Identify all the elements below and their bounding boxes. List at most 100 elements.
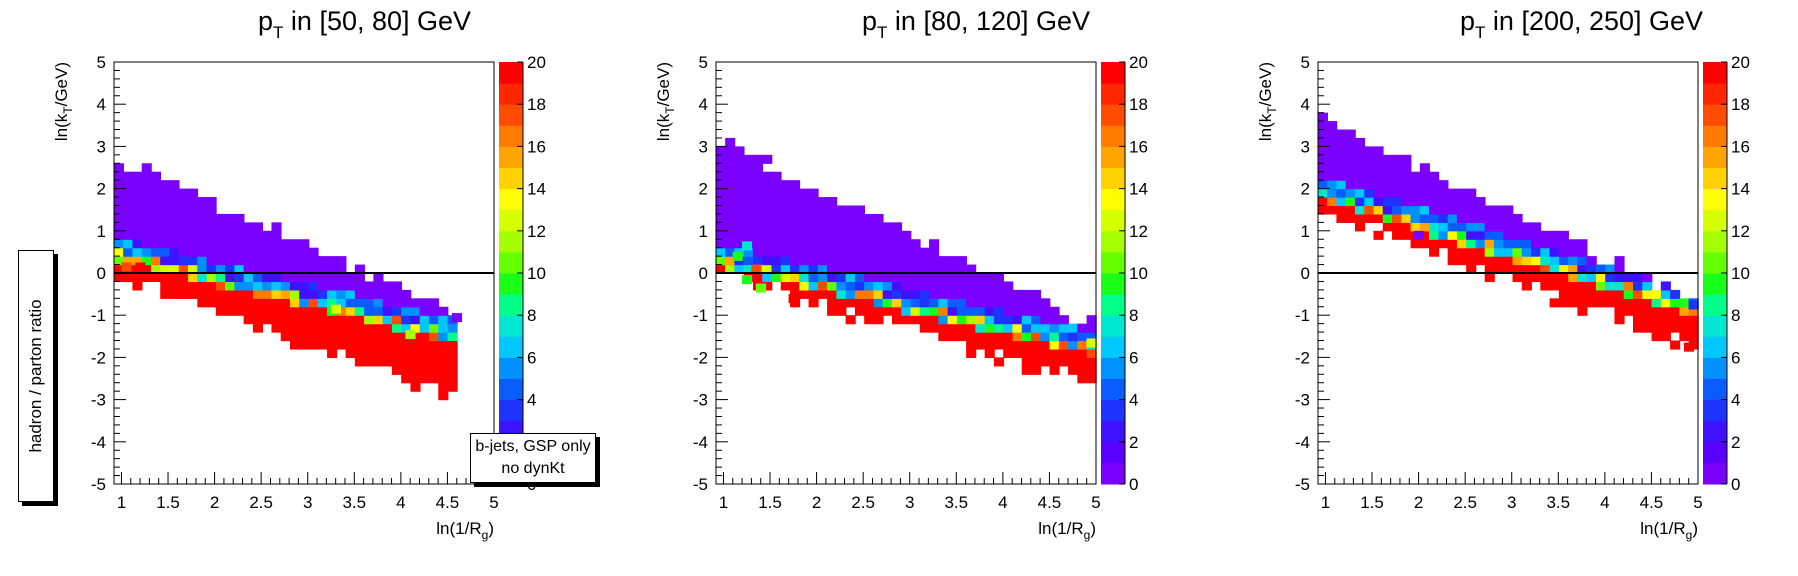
heatmap-cell [1475, 239, 1486, 249]
heatmap-cell [827, 205, 838, 215]
y-tick-label: 2 [1301, 180, 1310, 199]
color-bar-label: 8 [527, 306, 536, 325]
y-axis-title-sub: T [663, 106, 677, 114]
color-bar-label: 18 [527, 95, 546, 114]
heatmap-cell [873, 247, 884, 257]
heatmap-cell [364, 340, 375, 350]
heatmap-cell [956, 298, 967, 308]
x-tick-label: 5 [1091, 493, 1100, 512]
heatmap-cell [252, 230, 264, 240]
heatmap-cell [845, 298, 856, 308]
heatmap-cell [132, 205, 143, 215]
heatmap-cell [827, 230, 838, 240]
heatmap-cell [1012, 298, 1023, 308]
heatmap-cell [419, 357, 430, 367]
heatmap-cell [938, 306, 949, 316]
heatmap-cell [854, 213, 866, 223]
heatmap-cell [1540, 281, 1551, 291]
heatmap-cell [1623, 306, 1634, 316]
heatmap-cell [1049, 340, 1060, 350]
heatmap-cell [317, 315, 328, 325]
heatmap-cell [1568, 264, 1579, 274]
heatmap-cell [1410, 213, 1421, 223]
x-axis-title-main: ln(1/R [1640, 519, 1685, 538]
heatmap-cell [1049, 323, 1060, 333]
heatmap-cell [141, 163, 152, 173]
heatmap-cell [150, 171, 162, 181]
heatmap-cell [1419, 239, 1430, 249]
heatmap-cell [419, 340, 430, 350]
heatmap-cell [1475, 230, 1486, 240]
heatmap-cell [1503, 230, 1514, 240]
heatmap-cell [993, 357, 1005, 367]
heatmap-cell [1614, 256, 1625, 266]
heatmap-cell [984, 289, 995, 299]
heatmap-cell [734, 188, 745, 198]
heatmap-cell [1345, 146, 1356, 156]
x-tick-label: 3 [1507, 493, 1516, 512]
heatmap-cell [1392, 180, 1403, 190]
color-bar-segment [499, 62, 523, 84]
heatmap-cell [1003, 281, 1014, 291]
heatmap-cell [771, 213, 782, 223]
heatmap-cell [1623, 289, 1634, 299]
heatmap-cell [799, 222, 810, 232]
chart-title-main: p [862, 6, 877, 36]
heatmap-cell [1012, 340, 1023, 350]
heatmap-cells [1317, 112, 1699, 352]
heatmap-cell [845, 264, 856, 274]
heatmap-cell [327, 281, 338, 291]
heatmap-cell [715, 247, 726, 257]
heatmap-cell [429, 315, 440, 325]
heatmap-cell [1540, 273, 1551, 283]
x-tick-label: 3.5 [944, 493, 968, 512]
heatmap-cell [1614, 306, 1625, 316]
heatmap-cell [1577, 247, 1588, 257]
heatmap-cell [197, 213, 208, 223]
heatmap-cell [308, 256, 319, 266]
heatmap-cell [910, 281, 921, 291]
heatmap-cell [1040, 298, 1051, 308]
heatmap-cell [790, 230, 801, 240]
heatmap-cell [836, 298, 847, 308]
heatmap-cell [438, 332, 449, 342]
heatmap-cell [364, 357, 375, 367]
heatmap-cell [771, 264, 782, 274]
heatmap-cell [132, 273, 143, 283]
heatmap-cell [752, 213, 764, 223]
heatmap-cell [873, 264, 884, 274]
heatmap-cell [975, 306, 986, 316]
heatmap-cell [715, 205, 726, 215]
heatmap-cell [734, 222, 745, 232]
heatmap-cell [280, 247, 291, 257]
heatmap-cell [1679, 332, 1690, 342]
heatmap-cell [947, 315, 958, 325]
heatmap-cell [197, 247, 208, 257]
x-tick-label: 2 [1414, 493, 1423, 512]
heatmap-cell [919, 289, 930, 299]
heatmap-cell [1401, 171, 1412, 181]
heatmap-cell [1614, 298, 1625, 308]
heatmap-cell [299, 264, 310, 274]
heatmap-cell [1345, 137, 1356, 147]
heatmap-cell [1642, 306, 1653, 316]
heatmap-cell [1577, 298, 1588, 308]
heatmap-cell [141, 222, 152, 232]
heatmap-cell [1660, 315, 1671, 325]
heatmap-cell [1595, 298, 1607, 308]
heatmap-cell [1317, 112, 1328, 122]
heatmap-cell [752, 154, 764, 164]
heatmap-cell [882, 230, 893, 240]
heatmap-cell [836, 205, 847, 215]
heatmap-cell [1031, 306, 1042, 316]
heatmap-cell [1670, 289, 1681, 299]
heatmap-cell [1021, 315, 1032, 325]
heatmap-cell [1336, 188, 1347, 198]
heatmap-cell [1623, 281, 1634, 291]
heatmap-cell [993, 281, 1005, 291]
heatmap-cell [1456, 205, 1468, 215]
x-axis-title-sub: g [482, 528, 489, 542]
heatmap-cell [762, 205, 773, 215]
heatmap-cell [1317, 129, 1328, 139]
heatmap-cell [215, 281, 226, 291]
